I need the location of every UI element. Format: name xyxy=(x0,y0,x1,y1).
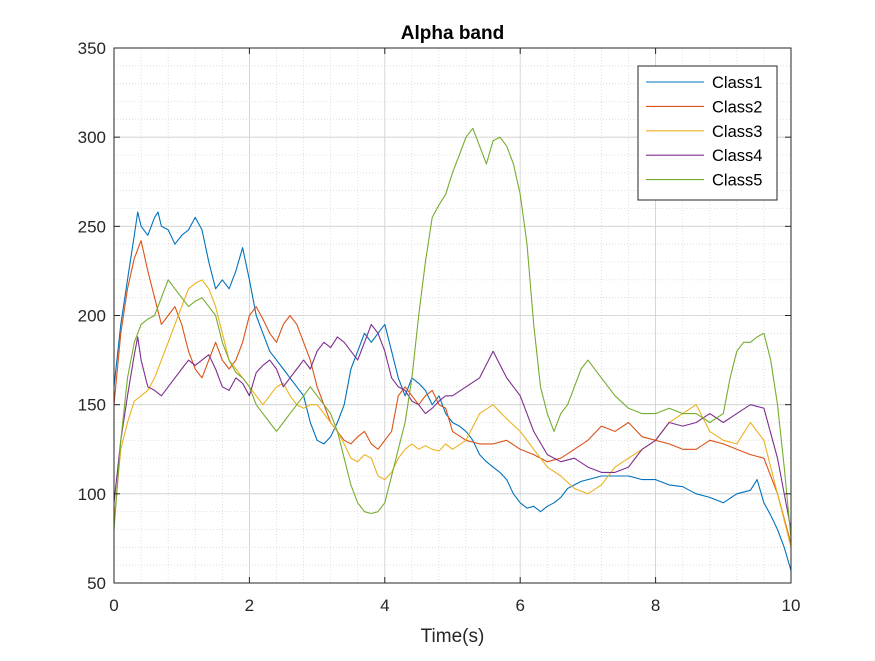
x-tick-label: 6 xyxy=(515,596,524,615)
y-tick-label: 150 xyxy=(78,396,106,415)
series-line-class3 xyxy=(113,279,792,548)
x-axis-ticks: 0 2 4 6 8 10 xyxy=(109,48,800,615)
legend: Class1 Class2 Class3 Class4 Class5 xyxy=(637,65,778,201)
x-tick-label: 2 xyxy=(245,596,254,615)
y-tick-label: 350 xyxy=(78,39,106,58)
x-tick-label: 0 xyxy=(109,596,118,615)
chart-title: Alpha band xyxy=(401,23,504,44)
series-line-class1 xyxy=(113,211,792,571)
legend-label-class2: Class2 xyxy=(712,98,762,116)
legend-label-class3: Class3 xyxy=(712,123,762,141)
y-tick-label: 250 xyxy=(78,217,106,236)
y-axis-ticks: 50 100 150 200 250 300 350 xyxy=(78,39,791,593)
x-tick-label: 10 xyxy=(782,596,801,615)
legend-box xyxy=(637,65,778,201)
legend-label-class5: Class5 xyxy=(712,172,762,190)
x-tick-label: 4 xyxy=(380,596,389,615)
series-layer xyxy=(113,127,792,571)
x-tick-label: 8 xyxy=(651,596,660,615)
y-tick-label: 50 xyxy=(87,574,106,593)
legend-label-class4: Class4 xyxy=(712,147,762,165)
y-tick-label: 300 xyxy=(78,128,106,147)
series-line-class4 xyxy=(113,323,792,530)
y-tick-label: 100 xyxy=(78,485,106,504)
series-line-class2 xyxy=(113,240,792,544)
x-axis-label: Time(s) xyxy=(421,626,485,647)
legend-label-class1: Class1 xyxy=(712,74,762,92)
y-tick-label: 200 xyxy=(78,307,106,326)
series-line-class5 xyxy=(113,127,792,539)
